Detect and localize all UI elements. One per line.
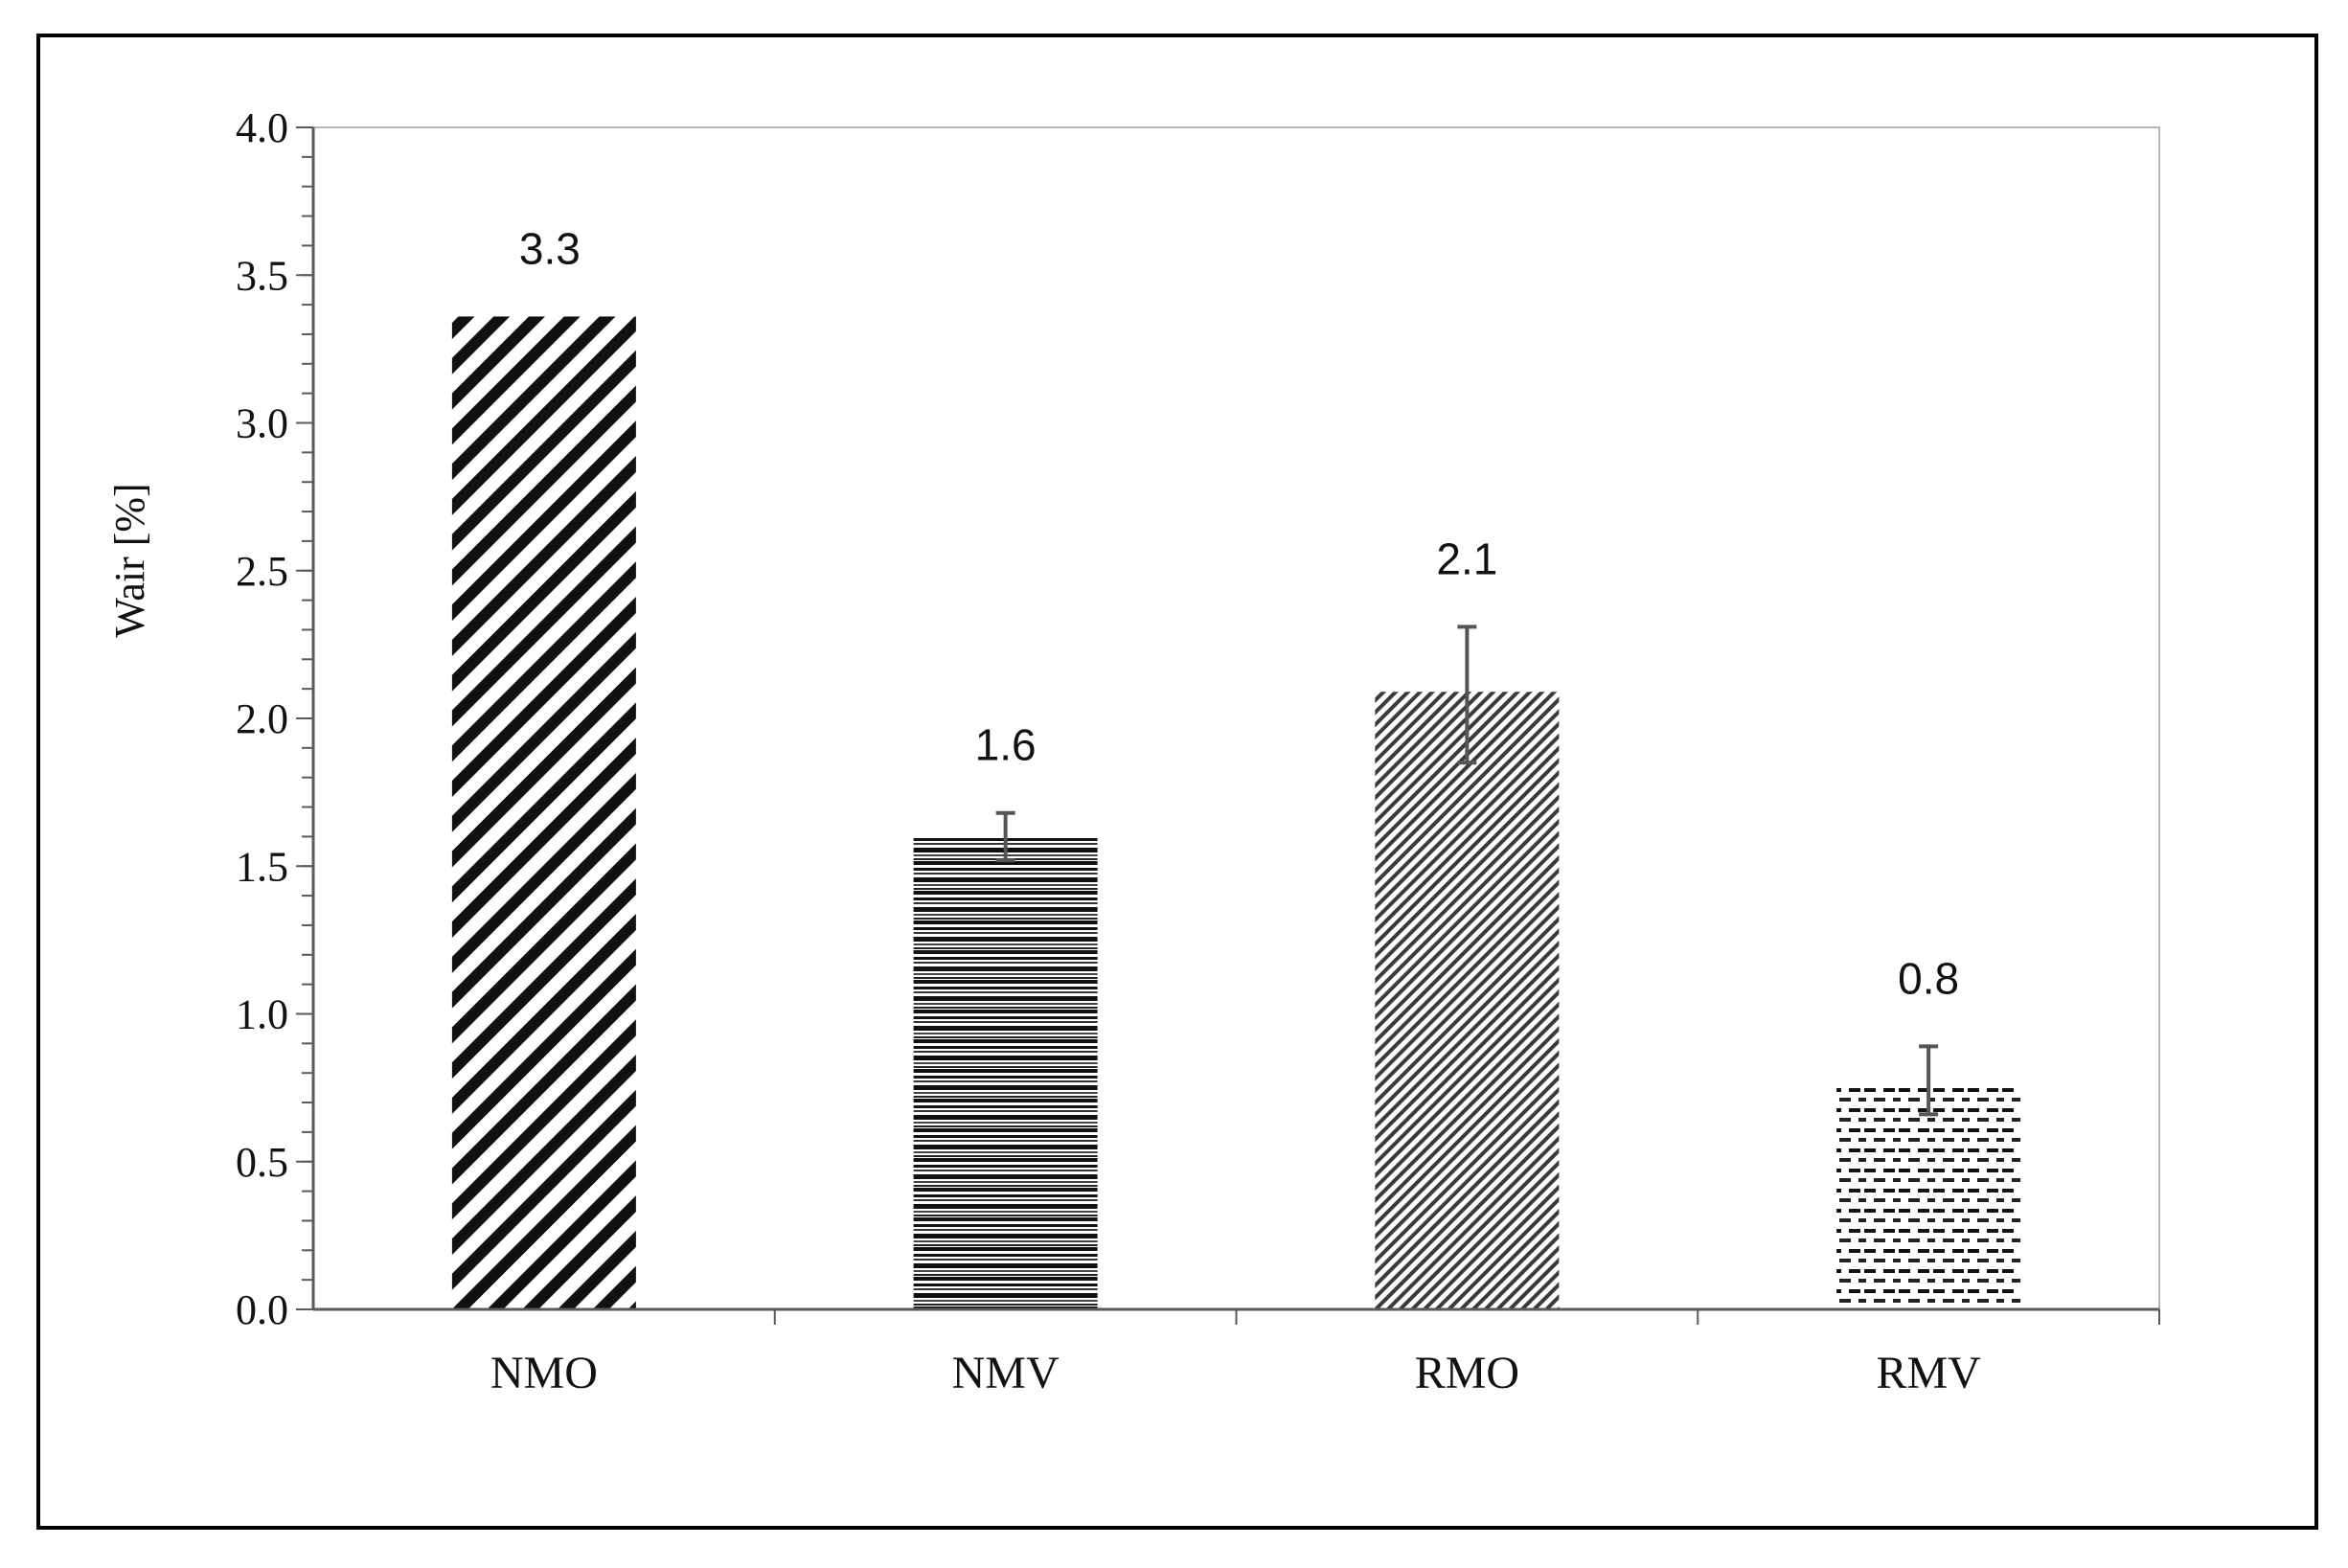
bar-rmv: [1836, 1087, 2021, 1309]
y-tick-label: 2.5: [236, 548, 288, 595]
bar-nmv: [913, 836, 1098, 1309]
x-tick-label-nmo: NMO: [490, 1348, 598, 1398]
error-bars: [995, 625, 1939, 1117]
y-axis-title: Wair [%]: [106, 483, 153, 637]
bar-rmo: [1375, 692, 1560, 1309]
x-tick-label-nmv: NMV: [952, 1348, 1060, 1398]
data-label-nmv: 1.6: [975, 720, 1037, 770]
y-tick-label: 1.0: [236, 991, 288, 1038]
data-label-nmo: 3.3: [519, 223, 581, 273]
x-tick-label-rmv: RMV: [1876, 1348, 1981, 1398]
y-tick-label: 0.5: [236, 1139, 288, 1186]
bars: [451, 316, 2021, 1310]
y-tick-label: 2.0: [236, 695, 288, 742]
y-major-ticks: [296, 126, 313, 1310]
data-labels: 3.3 1.6 2.1 0.8: [519, 223, 1959, 1003]
error-bar-nmv: [995, 810, 1015, 863]
x-axis-ticks: [773, 1309, 2160, 1325]
error-bar-rmv: [1919, 1044, 1939, 1117]
x-tick-label-rmo: RMO: [1415, 1348, 1519, 1398]
y-tick-label: 4.0: [236, 104, 288, 151]
error-bar-rmo: [1457, 625, 1477, 765]
y-tick-label: 1.5: [236, 843, 288, 890]
y-tick-label: 0.0: [236, 1286, 288, 1333]
x-tick-labels: NMO NMV RMO RMV: [490, 1348, 1981, 1398]
y-tick-label: 3.0: [236, 400, 288, 447]
data-label-rmv: 0.8: [1898, 953, 1959, 1003]
y-tick-label: 3.5: [236, 252, 288, 299]
bar-nmo: [451, 316, 636, 1310]
y-tick-labels: 0.0 0.5 1.0 1.5 2.0 2.5 3.0 3.5 4.0: [236, 104, 288, 1333]
data-label-rmo: 2.1: [1436, 534, 1497, 583]
